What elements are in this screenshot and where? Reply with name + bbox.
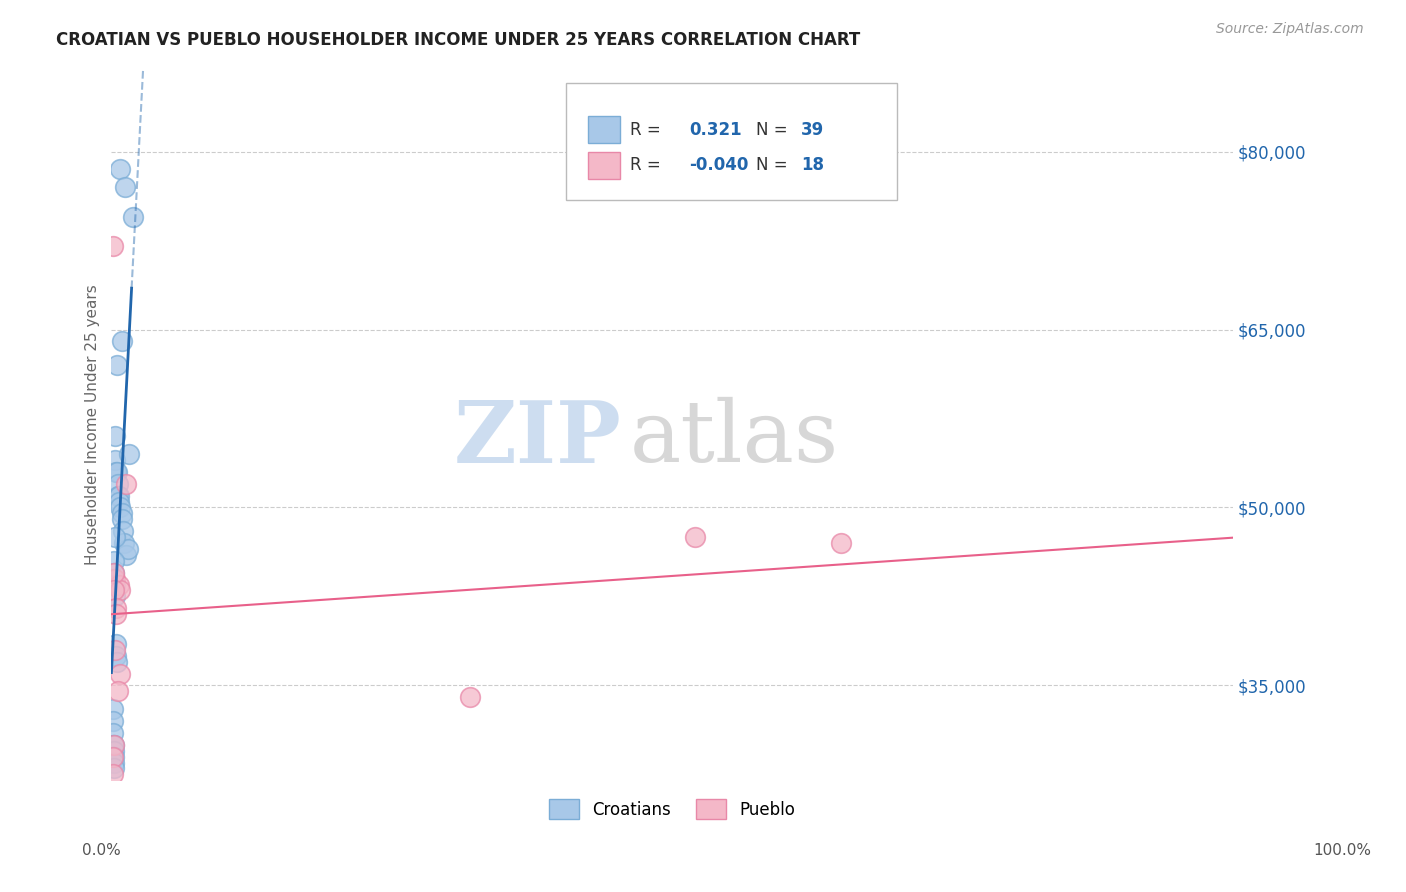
Point xyxy=(118,447,141,461)
Point xyxy=(108,494,131,508)
Point xyxy=(104,530,127,544)
Point xyxy=(103,566,125,580)
Point xyxy=(103,572,125,586)
Point xyxy=(105,465,128,479)
Point xyxy=(110,500,132,515)
Point xyxy=(105,358,128,372)
Point xyxy=(117,541,139,556)
Text: 0.321: 0.321 xyxy=(689,120,742,139)
Point xyxy=(103,738,125,752)
Text: ZIP: ZIP xyxy=(454,397,621,481)
Point xyxy=(830,536,852,550)
Point xyxy=(111,524,134,538)
Point xyxy=(103,738,125,752)
Point xyxy=(110,512,132,526)
Point xyxy=(103,744,125,758)
Point xyxy=(103,554,125,568)
Text: R =: R = xyxy=(630,156,661,174)
Point xyxy=(104,648,127,663)
Point xyxy=(114,180,136,194)
Point xyxy=(110,666,132,681)
Text: 0.0%: 0.0% xyxy=(82,843,121,858)
Point xyxy=(460,690,482,705)
Text: Source: ZipAtlas.com: Source: ZipAtlas.com xyxy=(1216,22,1364,37)
Point xyxy=(110,334,132,349)
Text: 18: 18 xyxy=(801,156,824,174)
Bar xyxy=(588,152,620,178)
Point xyxy=(104,572,127,586)
Bar xyxy=(588,116,620,144)
Point xyxy=(104,607,127,622)
Point xyxy=(101,239,124,253)
Text: 100.0%: 100.0% xyxy=(1313,843,1372,858)
Point xyxy=(104,453,127,467)
Point xyxy=(104,601,127,615)
Point xyxy=(104,642,127,657)
Point xyxy=(110,507,132,521)
Point xyxy=(105,655,128,669)
Point xyxy=(101,749,124,764)
Point xyxy=(104,637,127,651)
Text: N =: N = xyxy=(756,156,787,174)
Point xyxy=(115,476,138,491)
Point xyxy=(103,566,125,580)
Point xyxy=(110,583,132,598)
Point xyxy=(108,577,131,591)
Point xyxy=(103,756,125,770)
Text: R =: R = xyxy=(630,120,661,139)
Point xyxy=(683,530,706,544)
Point xyxy=(101,767,124,781)
Text: 39: 39 xyxy=(801,120,824,139)
Point xyxy=(108,489,131,503)
Text: atlas: atlas xyxy=(630,397,839,480)
Point xyxy=(110,162,132,177)
Text: N =: N = xyxy=(756,120,787,139)
Point xyxy=(104,590,127,604)
Point xyxy=(101,738,124,752)
Point xyxy=(103,583,125,598)
Point xyxy=(101,726,124,740)
Point xyxy=(112,536,135,550)
Point xyxy=(104,429,127,443)
Y-axis label: Householder Income Under 25 years: Householder Income Under 25 years xyxy=(86,284,100,565)
Point xyxy=(107,684,129,698)
Text: CROATIAN VS PUEBLO HOUSEHOLDER INCOME UNDER 25 YEARS CORRELATION CHART: CROATIAN VS PUEBLO HOUSEHOLDER INCOME UN… xyxy=(56,31,860,49)
Point xyxy=(115,548,138,562)
Text: -0.040: -0.040 xyxy=(689,156,748,174)
Point xyxy=(101,702,124,716)
Point xyxy=(103,761,125,775)
FancyBboxPatch shape xyxy=(565,83,897,200)
Legend: Croatians, Pueblo: Croatians, Pueblo xyxy=(543,793,801,825)
Point xyxy=(104,577,127,591)
Point xyxy=(107,489,129,503)
Point xyxy=(107,476,129,491)
Point xyxy=(103,749,125,764)
Point xyxy=(104,465,127,479)
Point xyxy=(121,210,143,224)
Point xyxy=(101,714,124,728)
